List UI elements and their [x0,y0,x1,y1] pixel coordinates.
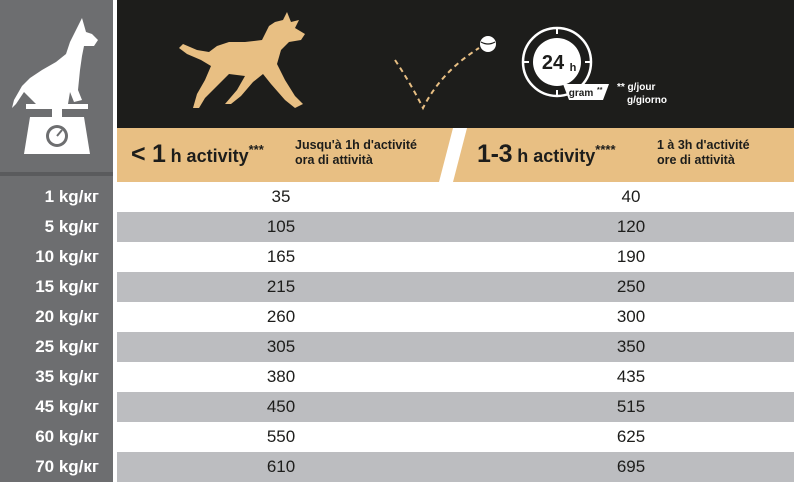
cell-high-activity: 515 [616,397,646,416]
column-high-activity-title: 1-3 h activity**** [477,140,616,168]
cell-low-activity: 450 [266,397,296,416]
row-weight: 20 kg/кг [0,302,113,332]
svg-text:** g/jour: ** g/jour [617,82,655,93]
svg-text:g/giorno: g/giorno [627,95,667,106]
row-weight: 15 kg/кг [0,272,113,302]
row-weight: 25 kg/кг [0,332,113,362]
table-row: 15 kg/кг 215 250 [0,272,794,302]
cell-low-activity: 550 [266,427,296,446]
cell-low-activity: 35 [271,187,291,206]
ball-icon [480,36,496,52]
cell-low-activity: 610 [266,457,296,476]
dog-on-scale-icon [12,18,98,154]
cell-low-activity: 380 [266,367,296,386]
bowl-icon [563,84,609,100]
row-weight: 70 kg/кг [0,452,113,482]
activity-header-band: < 1 h activity*** Jusqu'à 1h d'activité … [117,128,794,182]
cell-high-activity: 695 [616,457,646,476]
svg-text:gram: gram [569,88,594,99]
svg-text:24: 24 [542,52,565,74]
table-row: 35 kg/кг 380 435 [0,362,794,392]
column-high-activity-desc: 1 à 3h d'activité ore di attività [657,138,750,167]
row-weight: 10 kg/кг [0,242,113,272]
cell-low-activity: 165 [266,247,296,266]
cell-high-activity: 300 [616,307,646,326]
cell-high-activity: 350 [616,337,646,356]
cell-low-activity: 105 [266,217,296,236]
table-row: 25 kg/кг 305 350 [0,332,794,362]
svg-text:**: ** [597,87,603,94]
table-row: 5 kg/кг 105 120 [0,212,794,242]
row-weight: 60 kg/кг [0,422,113,452]
clock-24h-icon [521,26,593,98]
band-background [117,128,794,182]
cell-low-activity: 260 [266,307,296,326]
table-row: 1 kg/кг 35 40 [0,182,794,212]
cell-high-activity: 435 [616,367,646,386]
cell-high-activity: 120 [616,217,646,236]
cell-high-activity: 40 [621,187,641,206]
table-row: 70 kg/кг 610 695 [0,452,794,482]
cell-high-activity: 250 [616,277,646,296]
cell-high-activity: 190 [616,247,646,266]
row-weight: 1 kg/кг [0,182,113,212]
cell-low-activity: 215 [266,277,296,296]
row-weight: 35 kg/кг [0,362,113,392]
column-low-activity-title: < 1 h activity*** [131,140,264,168]
cell-high-activity: 625 [616,427,646,446]
svg-text:h: h [570,62,577,74]
table-row: 20 kg/кг 260 300 [0,302,794,332]
table-row: 10 kg/кг 165 190 [0,242,794,272]
cell-low-activity: 305 [266,337,296,356]
row-weight: 5 kg/кг [0,212,113,242]
table-row: 45 kg/кг 450 515 [0,392,794,422]
row-weight: 45 kg/кг [0,392,113,422]
column-low-activity-desc: Jusqu'à 1h d'activité ora di attività [295,138,417,167]
running-dog-icon [179,12,305,108]
divider [0,172,113,176]
header-banner: 24 h gram ** ** g/jour g/giorno [117,0,794,128]
header-graphics: 24 h gram ** ** g/jour g/giorno [179,12,667,111]
table-row: 60 kg/кг 550 625 [0,422,794,452]
